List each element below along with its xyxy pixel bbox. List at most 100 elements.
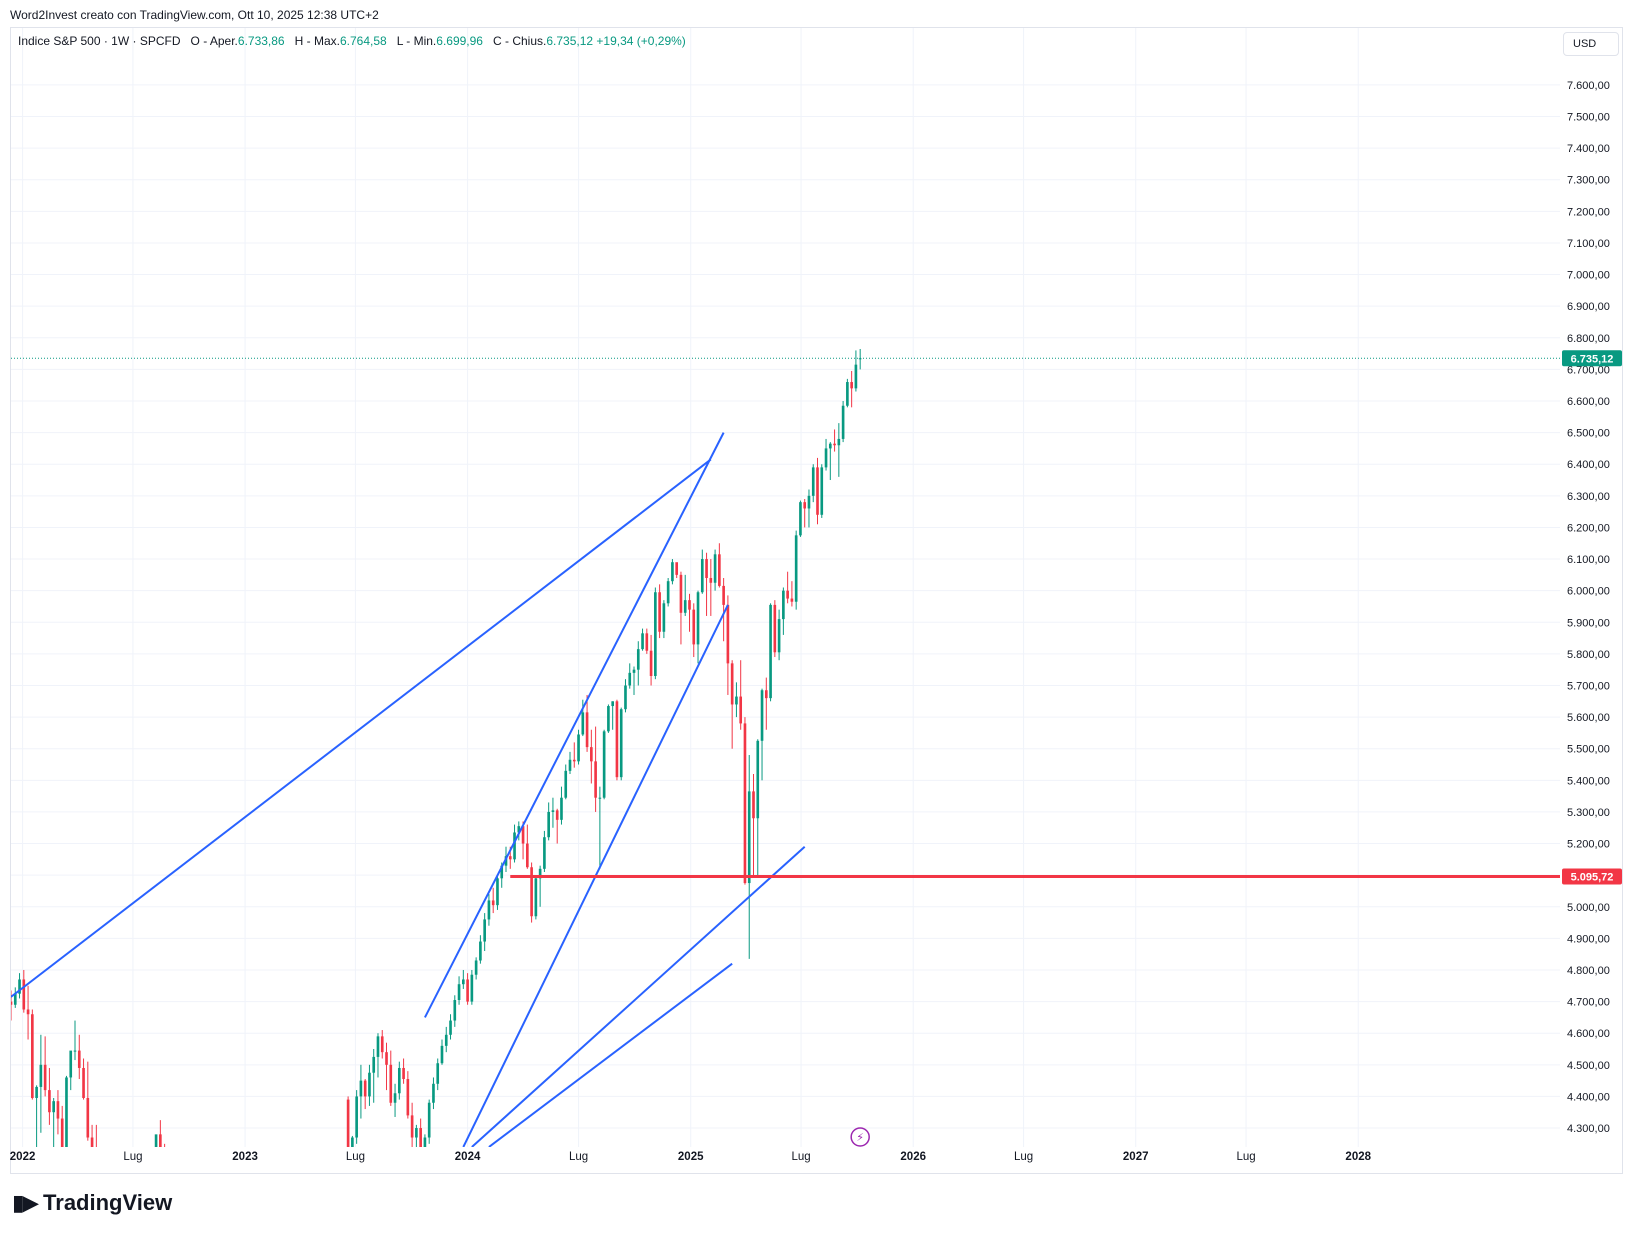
candle-body	[799, 502, 802, 536]
candle	[95, 1124, 97, 1147]
candle	[346, 1096, 350, 1147]
x-tick-label: Lug	[1014, 1151, 1033, 1163]
candle	[543, 830, 546, 872]
candle	[355, 1090, 358, 1144]
candle	[752, 774, 755, 876]
candle-body	[500, 865, 504, 879]
plot-layer	[11, 348, 1560, 1182]
candle-body	[86, 1098, 90, 1138]
candle	[69, 1050, 73, 1091]
y-tick-label: 4.400,00	[1567, 1091, 1610, 1103]
candle-body	[551, 810, 555, 812]
candle	[530, 862, 533, 923]
candle-body	[649, 650, 653, 677]
candle	[18, 973, 21, 999]
candle-body	[508, 856, 512, 860]
candle-body	[560, 797, 563, 820]
candle-body	[654, 592, 657, 677]
candle-body	[568, 759, 572, 771]
candle	[538, 865, 542, 907]
high-label: H - Max.	[294, 34, 340, 48]
candle-body	[77, 1050, 81, 1068]
candle-body	[722, 585, 725, 605]
candle-body	[359, 1080, 363, 1097]
candle	[854, 350, 858, 392]
candle	[440, 1039, 444, 1065]
candle-body	[470, 974, 474, 1002]
candle-body	[385, 1052, 388, 1065]
candle-body	[73, 1050, 77, 1052]
candle	[449, 1014, 452, 1040]
candle	[402, 1058, 405, 1084]
candle	[363, 1079, 367, 1110]
candle-body	[43, 1064, 47, 1091]
trendline	[471, 845, 806, 1147]
candle	[159, 1120, 162, 1147]
candle	[22, 969, 26, 1013]
candle-body	[777, 619, 781, 653]
candle	[769, 603, 772, 702]
candle	[48, 1067, 51, 1125]
candle	[26, 985, 30, 1040]
candle	[427, 1099, 431, 1144]
candle-body	[363, 1080, 367, 1097]
candle-body	[474, 960, 478, 975]
candle	[77, 1034, 81, 1080]
candle-body	[833, 443, 836, 446]
candle	[846, 378, 849, 408]
candle-body	[351, 1137, 354, 1147]
candle-body	[747, 791, 751, 884]
tradingview-logo-icon: ▮▶	[12, 1190, 39, 1215]
candle	[487, 894, 491, 926]
candle-body	[700, 559, 704, 593]
candle-body	[389, 1064, 393, 1103]
candle-body	[598, 797, 602, 799]
candle	[803, 498, 807, 528]
candle-body	[26, 1009, 30, 1015]
y-tick-label: 6.600,00	[1567, 396, 1610, 408]
low-value: 6.699,96	[436, 34, 483, 48]
candle-body	[615, 701, 619, 778]
y-tick-label: 7.100,00	[1567, 238, 1610, 250]
y-tick-label: 6.400,00	[1567, 459, 1610, 471]
y-tick-label: 6.700,00	[1567, 364, 1610, 376]
candle-body	[794, 535, 798, 602]
tradingview-logo[interactable]: ▮▶ TradingView	[12, 1190, 172, 1216]
tradingview-logo-text: TradingView	[43, 1190, 173, 1215]
x-tick-label: Lug	[569, 1151, 588, 1163]
candle	[526, 824, 529, 869]
x-tick-label: Lug	[791, 1151, 810, 1163]
candle	[517, 821, 521, 841]
currency-selector[interactable]: USD	[1563, 32, 1619, 56]
symbol-label[interactable]: Indice S&P 500 · 1W · SPCFD	[18, 34, 181, 48]
candle-body	[449, 1020, 452, 1035]
candle	[611, 701, 615, 730]
candle-body	[444, 1034, 448, 1046]
candle	[479, 935, 482, 964]
candle-body	[31, 1014, 34, 1099]
candle-body	[824, 448, 828, 468]
candle	[782, 587, 785, 635]
axis-layer: 4.300,00 4.400,00 4.500,00 4.600,00 4.700,00…	[10, 80, 1610, 1163]
y-tick-label: 4.900,00	[1567, 933, 1610, 945]
candle-body	[513, 832, 516, 860]
candle	[73, 1020, 77, 1061]
candle-body	[150, 1177, 153, 1182]
candle-body	[816, 467, 819, 515]
candle	[662, 600, 666, 639]
candle	[470, 969, 474, 1005]
candle	[777, 609, 781, 661]
y-tick-label: 4.600,00	[1567, 1028, 1610, 1040]
candle-body	[730, 663, 734, 705]
candle-body	[828, 443, 832, 449]
candle	[700, 549, 704, 594]
candle	[564, 764, 568, 800]
trendline	[488, 962, 733, 1147]
candle-body	[611, 701, 615, 707]
x-tick-label: 2024	[455, 1151, 481, 1163]
candle	[31, 1009, 34, 1100]
candle-body	[410, 1115, 414, 1138]
x-tick-label: Lug	[346, 1151, 365, 1163]
candle	[496, 875, 499, 910]
